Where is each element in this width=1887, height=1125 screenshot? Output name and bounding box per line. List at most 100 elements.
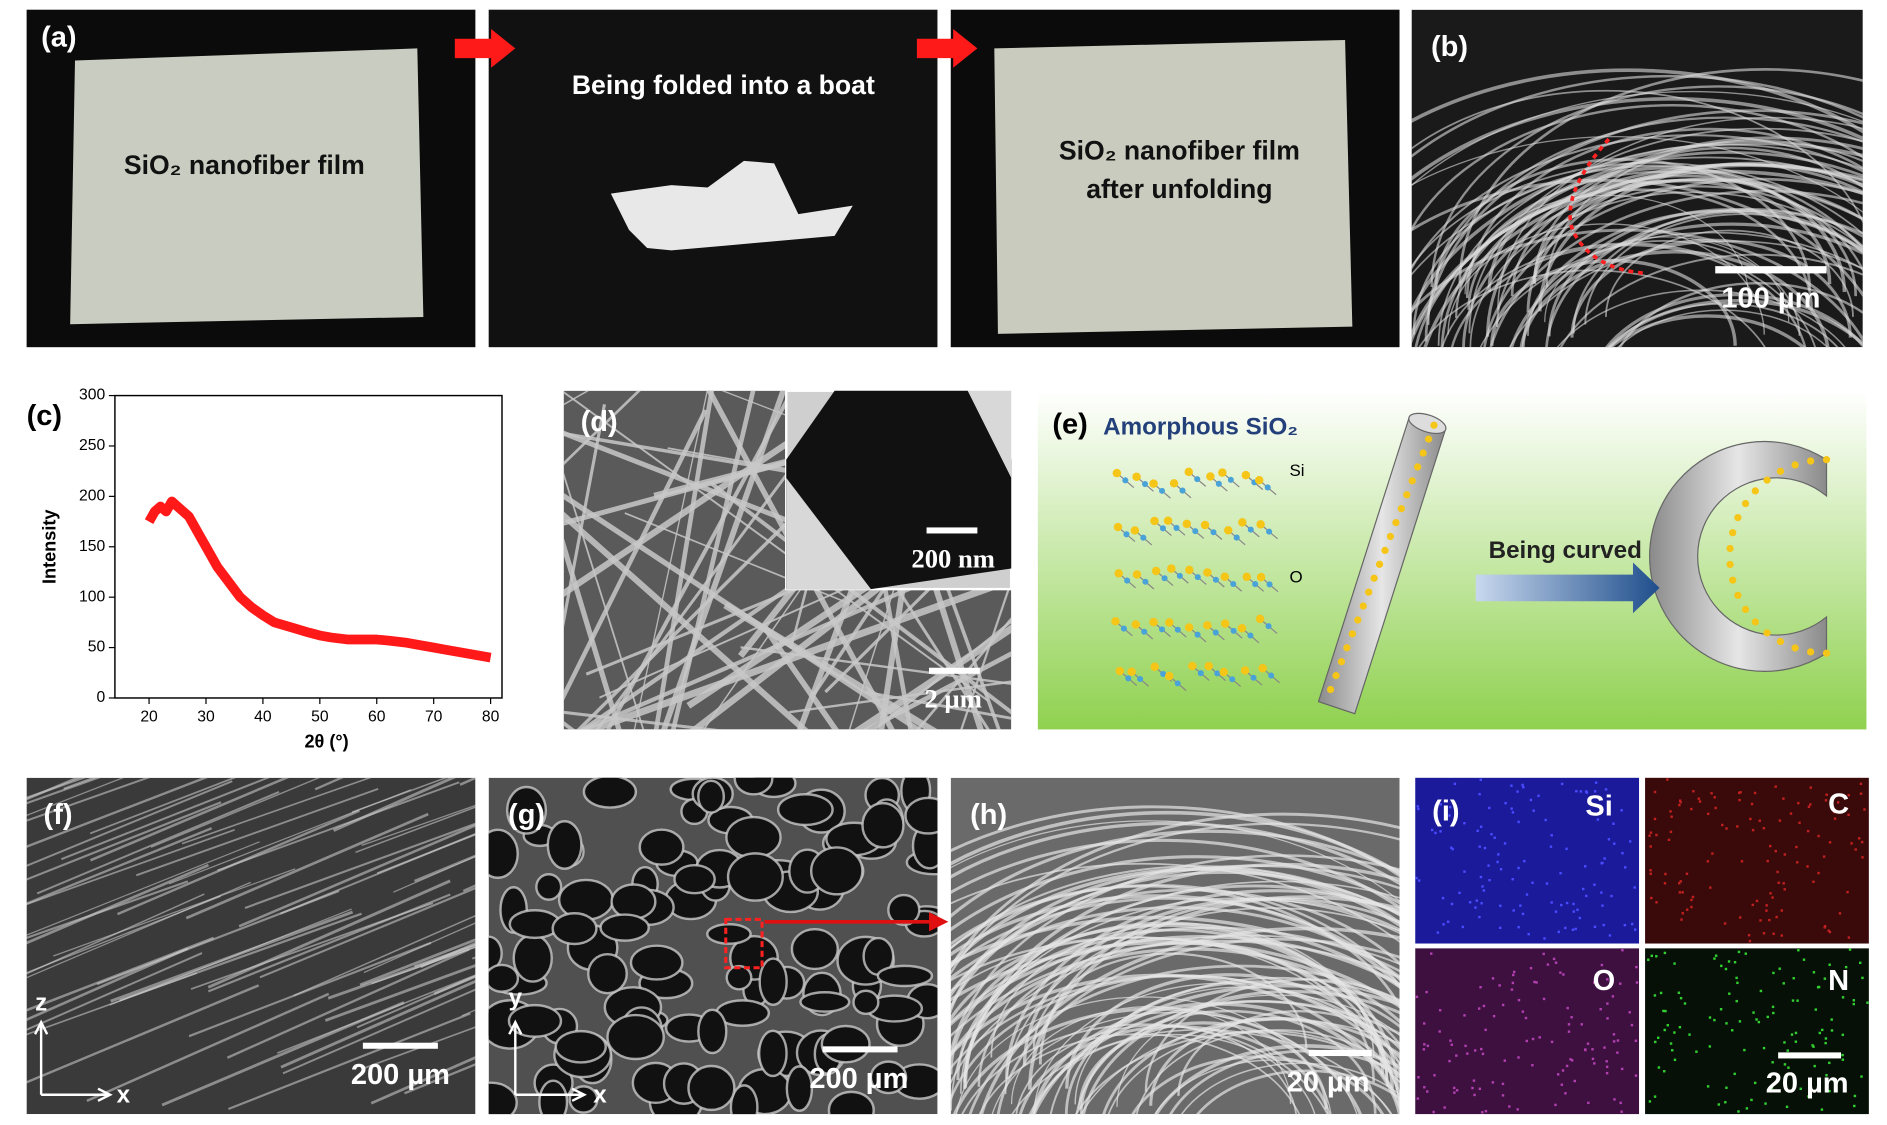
map-dot	[1821, 1028, 1824, 1032]
map-dot	[1423, 1022, 1426, 1025]
map-dot	[1605, 1060, 1608, 1063]
fiber	[1038, 897, 1400, 1065]
map-dot	[1738, 1020, 1742, 1023]
atom	[1115, 666, 1125, 676]
schematic	[1037, 390, 1867, 730]
map-dot	[1578, 916, 1582, 920]
map-dot	[1633, 886, 1636, 889]
map-dot	[1593, 1062, 1596, 1065]
map-dot	[1650, 896, 1653, 900]
map-dot	[1679, 880, 1682, 883]
map-dot	[1750, 1098, 1753, 1102]
map-dot	[1531, 1064, 1534, 1067]
atom	[1184, 467, 1193, 477]
map-dot	[1481, 885, 1484, 888]
map-dot	[1737, 1110, 1740, 1113]
atom	[1734, 513, 1742, 522]
map-dot	[1612, 1040, 1616, 1043]
map-dot	[1430, 828, 1434, 832]
fiber	[26, 984, 260, 1084]
map-dot	[1776, 870, 1779, 874]
atom	[1734, 591, 1742, 599]
caption: SiO₂ nanofiber film	[124, 150, 365, 180]
map-dot	[1476, 829, 1479, 833]
map-dot	[1854, 848, 1857, 851]
map-dot	[1830, 1029, 1834, 1032]
tube	[786, 390, 1012, 590]
map-dot	[1478, 845, 1481, 848]
map-dot	[1678, 1026, 1682, 1029]
panel-label: (c)	[27, 400, 62, 432]
fiber	[760, 623, 839, 730]
fiber	[280, 979, 476, 1069]
map-dot	[1828, 1061, 1831, 1065]
map-dot	[1713, 957, 1716, 960]
map-dot	[1678, 803, 1681, 807]
fiber	[563, 409, 708, 701]
map-dot	[1544, 818, 1547, 822]
fiber	[1080, 1019, 1400, 1115]
fiber	[950, 906, 1400, 981]
atom	[1194, 574, 1201, 581]
map-dot	[1442, 923, 1445, 926]
atom	[1160, 671, 1167, 678]
panel-label: (b)	[1431, 31, 1468, 63]
atom	[1149, 479, 1158, 488]
tube-end	[1408, 412, 1447, 435]
map-dot	[1735, 976, 1738, 980]
atom	[1142, 578, 1149, 585]
fiber	[370, 1056, 476, 1105]
map-dot	[1848, 948, 1852, 951]
map-dot	[1501, 1003, 1505, 1007]
map-dot	[1542, 952, 1545, 956]
map-dot	[1616, 1039, 1620, 1042]
map-dot	[1812, 1045, 1815, 1048]
map-dot	[1575, 790, 1578, 793]
map-dot	[1778, 819, 1782, 822]
map-dot	[1517, 820, 1520, 824]
map-dot	[1521, 783, 1524, 787]
map-dot	[1433, 1074, 1436, 1077]
atom	[1169, 479, 1179, 488]
map-dot	[1607, 838, 1611, 841]
fiber	[1604, 293, 1863, 348]
fiber	[355, 806, 476, 853]
fiber	[1411, 228, 1863, 343]
map-dot	[1538, 1036, 1541, 1039]
pore	[582, 777, 638, 809]
map-dot	[1679, 996, 1683, 1000]
atom	[1397, 505, 1405, 513]
atom	[1256, 520, 1265, 529]
map-dot	[1647, 958, 1650, 961]
fiber	[26, 947, 189, 1022]
fiber	[361, 804, 476, 846]
map-dot	[1620, 1110, 1623, 1113]
map-dot	[1663, 882, 1667, 885]
map-dot	[1415, 995, 1419, 999]
x-tick-label: 70	[425, 708, 443, 725]
fiber	[89, 777, 237, 835]
fiber	[420, 941, 476, 969]
fiber	[364, 1026, 476, 1069]
atom	[1776, 637, 1785, 646]
fiber	[26, 777, 102, 805]
fiber	[1608, 302, 1839, 348]
map-dot	[1824, 799, 1828, 802]
atom	[1791, 461, 1799, 469]
map-dot	[1511, 878, 1514, 881]
map-dot	[1649, 869, 1652, 872]
map-dot	[1838, 912, 1842, 915]
fiber	[563, 720, 576, 730]
map-dot	[1510, 807, 1513, 810]
map-dot	[1841, 1058, 1845, 1061]
map-dot	[1841, 996, 1845, 999]
map-dot	[1782, 982, 1785, 985]
map-dot	[1738, 916, 1742, 919]
map-dot	[1501, 1082, 1505, 1086]
map-dot	[1452, 1086, 1456, 1090]
atom	[1210, 529, 1217, 536]
map-dot	[1762, 1046, 1766, 1050]
atom	[1111, 617, 1120, 626]
map-dot	[1824, 1041, 1827, 1045]
map-dot	[1731, 1029, 1734, 1032]
